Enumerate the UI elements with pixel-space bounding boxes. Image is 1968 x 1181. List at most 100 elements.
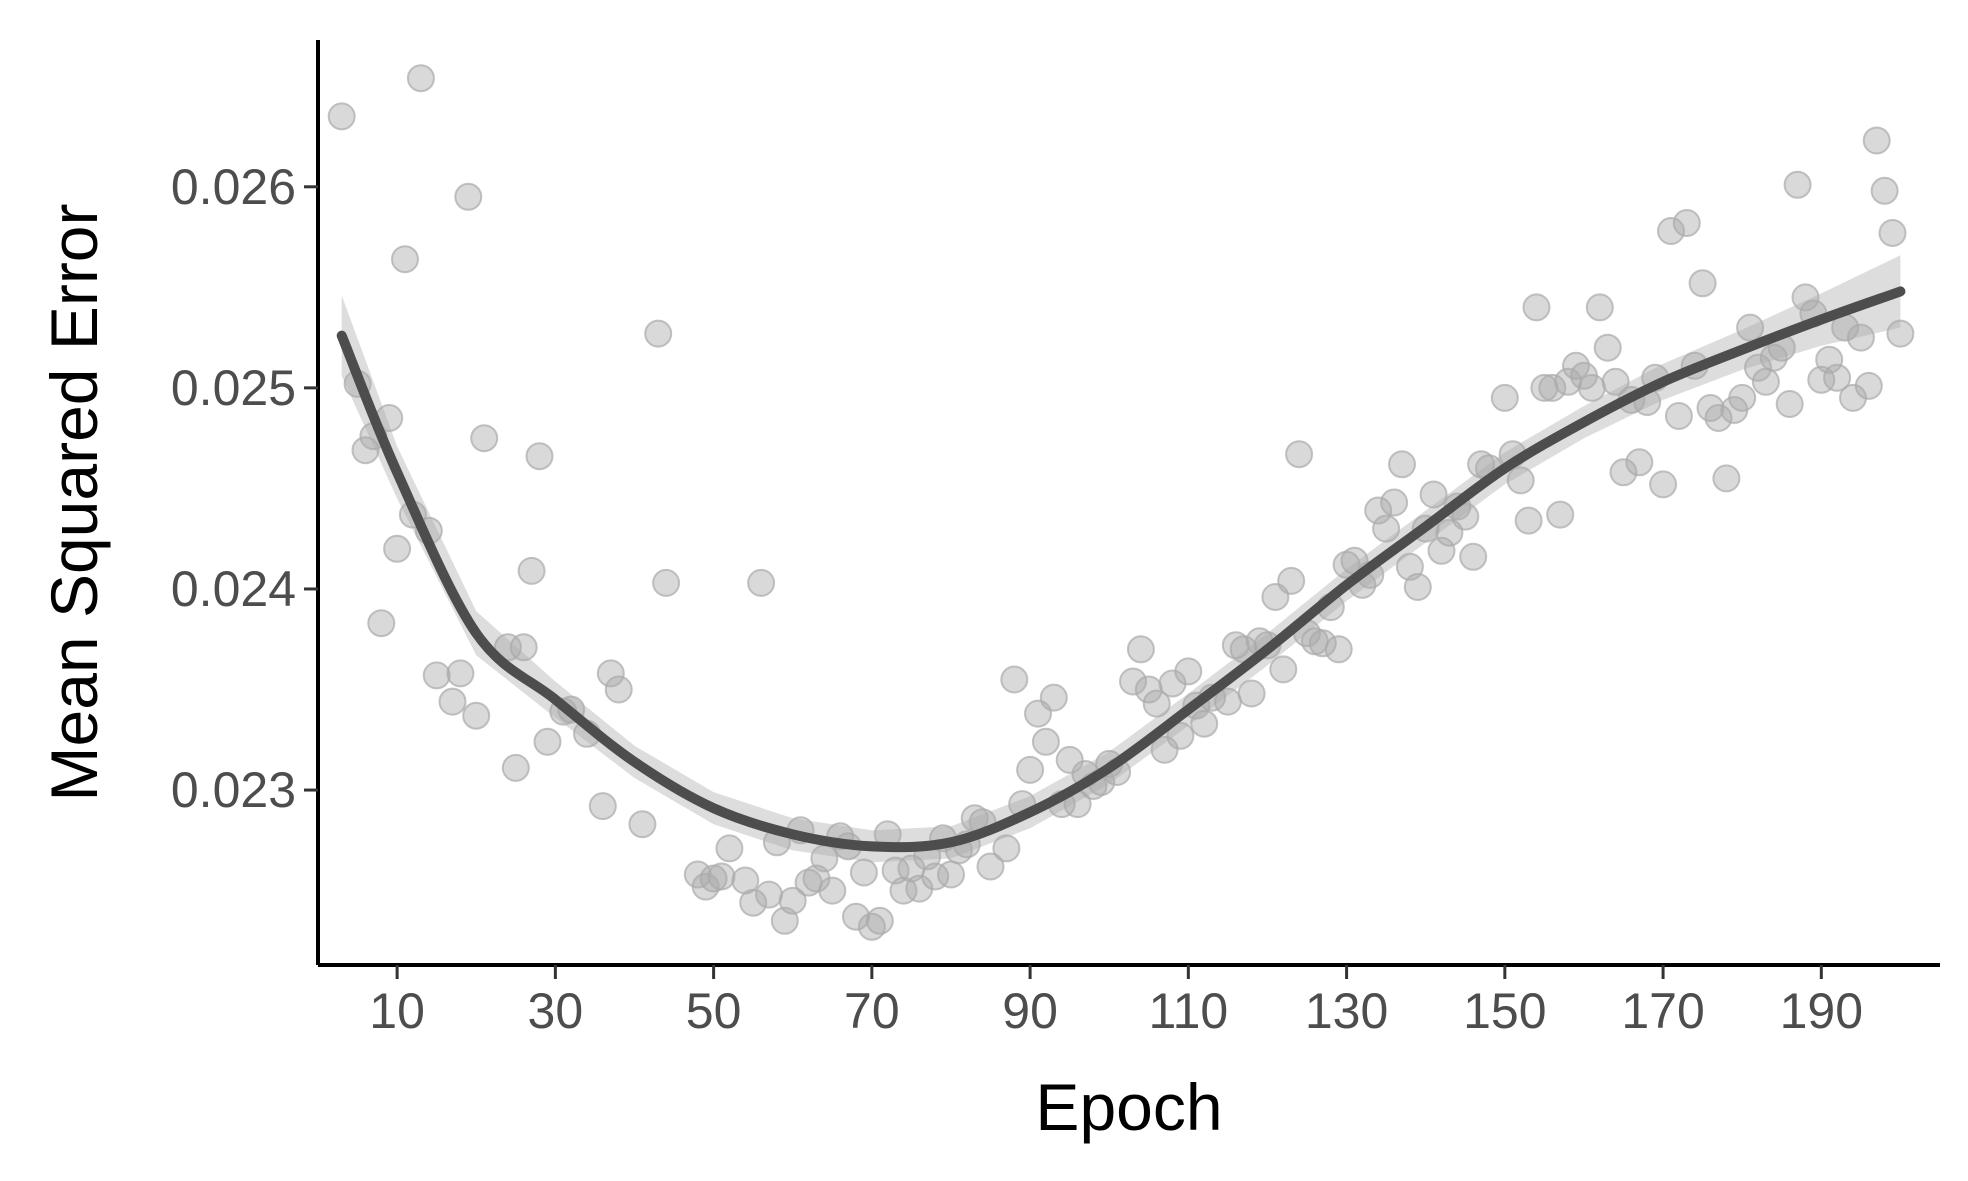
data-point bbox=[1031, 727, 1060, 756]
data-point bbox=[1538, 373, 1567, 402]
data-point bbox=[1846, 323, 1875, 352]
y-tick-label: 0.024 bbox=[171, 561, 296, 617]
data-point bbox=[849, 858, 878, 887]
data-point bbox=[1277, 566, 1306, 595]
data-point bbox=[1672, 209, 1701, 237]
x-tick-label: 150 bbox=[1463, 983, 1546, 1039]
data-point bbox=[1878, 219, 1907, 247]
data-point bbox=[1150, 735, 1179, 764]
data-point bbox=[937, 860, 965, 889]
data-point bbox=[691, 872, 720, 901]
data-point bbox=[1791, 283, 1820, 312]
data-point bbox=[470, 424, 499, 453]
x-tick-label: 190 bbox=[1780, 983, 1863, 1039]
data-point bbox=[1269, 655, 1298, 684]
y-tick-label: 0.023 bbox=[171, 762, 296, 818]
data-point bbox=[1221, 631, 1250, 660]
data-point bbox=[1751, 367, 1780, 396]
data-point bbox=[1688, 269, 1717, 298]
data-point bbox=[1649, 470, 1678, 499]
x-tick-label: 130 bbox=[1305, 983, 1388, 1039]
data-point bbox=[1704, 404, 1733, 432]
data-point bbox=[1126, 635, 1155, 664]
data-point bbox=[1332, 550, 1361, 579]
data-point bbox=[604, 675, 633, 704]
data-point bbox=[422, 661, 451, 690]
data-point bbox=[1419, 480, 1448, 509]
data-point bbox=[327, 102, 356, 131]
data-point bbox=[383, 534, 412, 563]
data-point bbox=[493, 633, 522, 662]
x-tick-label: 90 bbox=[1002, 983, 1058, 1039]
data-point bbox=[509, 633, 538, 662]
x-tick-label: 170 bbox=[1621, 983, 1704, 1039]
data-point bbox=[778, 886, 807, 915]
data-point bbox=[533, 727, 562, 756]
data-point bbox=[1166, 721, 1195, 750]
data-point bbox=[644, 319, 673, 348]
data-point bbox=[1775, 390, 1804, 418]
data-point bbox=[976, 852, 1005, 881]
x-axis-title: Epoch bbox=[1035, 1070, 1222, 1144]
data-point bbox=[462, 701, 491, 730]
y-ticks: 0.023 0.024 0.025 0.026 bbox=[171, 159, 318, 818]
data-point bbox=[1664, 402, 1693, 430]
data-point bbox=[1237, 679, 1266, 708]
data-point bbox=[596, 659, 625, 688]
data-point bbox=[652, 568, 681, 597]
data-point bbox=[1380, 488, 1409, 517]
data-point bbox=[351, 436, 380, 465]
smooth-line-layer bbox=[336, 286, 1906, 853]
data-point bbox=[1451, 502, 1480, 531]
y-tick-label: 0.026 bbox=[171, 159, 296, 215]
data-point bbox=[454, 182, 483, 211]
x-ticks: 10 30 50 70 90 110 130 150 170 190 bbox=[369, 965, 1863, 1039]
data-point bbox=[842, 902, 870, 931]
data-point bbox=[1593, 333, 1622, 362]
data-point bbox=[1388, 450, 1416, 479]
data-point bbox=[1459, 542, 1488, 571]
y-axis-title: Mean Squared Error bbox=[37, 204, 111, 802]
data-point bbox=[1142, 689, 1171, 718]
x-tick-label: 50 bbox=[686, 983, 742, 1039]
data-point bbox=[755, 880, 783, 909]
data-point bbox=[517, 556, 546, 585]
y-tick-label: 0.025 bbox=[171, 360, 296, 416]
data-point bbox=[1728, 383, 1757, 412]
data-point bbox=[1308, 629, 1337, 658]
data-point bbox=[747, 568, 776, 597]
data-point bbox=[1285, 440, 1314, 469]
points-layer bbox=[327, 64, 1915, 941]
data-point bbox=[501, 753, 530, 782]
data-point bbox=[1744, 353, 1772, 382]
data-point bbox=[1000, 665, 1029, 694]
data-point bbox=[1522, 293, 1551, 322]
data-point bbox=[1870, 176, 1899, 205]
data-point bbox=[406, 64, 435, 93]
data-point bbox=[1427, 536, 1456, 565]
data-point bbox=[1372, 514, 1401, 543]
x-tick-label: 30 bbox=[528, 983, 584, 1039]
data-point bbox=[367, 609, 396, 638]
data-point bbox=[1854, 371, 1883, 400]
data-point bbox=[391, 245, 419, 274]
data-point bbox=[1546, 500, 1575, 529]
data-point bbox=[446, 659, 475, 688]
data-point bbox=[1815, 345, 1844, 374]
data-point bbox=[1190, 709, 1219, 738]
data-point bbox=[1625, 448, 1654, 477]
data-point bbox=[1506, 466, 1535, 495]
data-point bbox=[1657, 217, 1685, 245]
data-point bbox=[1490, 383, 1519, 412]
data-point bbox=[1577, 373, 1606, 402]
axes bbox=[316, 40, 1940, 967]
data-point bbox=[1886, 319, 1915, 348]
data-point bbox=[1712, 464, 1741, 493]
data-point bbox=[707, 862, 736, 891]
data-point bbox=[525, 442, 554, 471]
data-point bbox=[810, 844, 839, 873]
data-point bbox=[1403, 573, 1432, 601]
x-tick-label: 10 bbox=[369, 983, 425, 1039]
